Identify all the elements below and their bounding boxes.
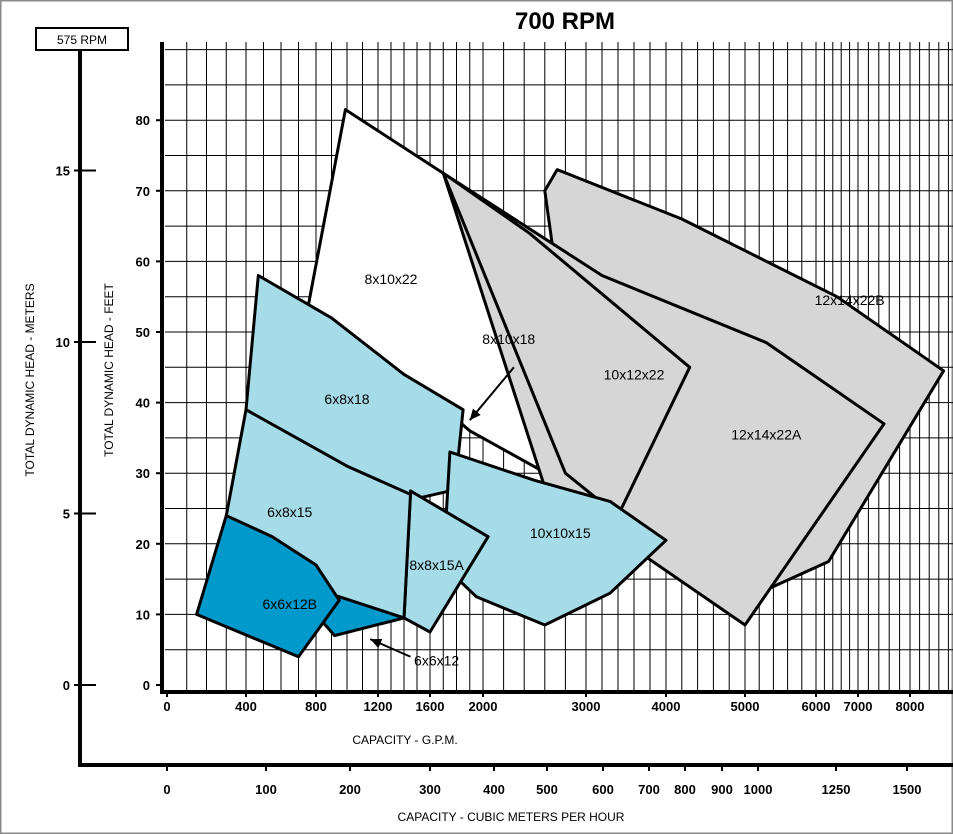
x2-tick-label: 600	[592, 782, 614, 797]
x-tick-label: 5000	[731, 699, 760, 714]
region-10x12x22	[441, 171, 692, 518]
corner-badge-frame	[35, 27, 129, 51]
y-tick-label: 80	[136, 113, 150, 128]
chart-title: 700 RPM	[515, 8, 615, 35]
pointer-line	[468, 366, 515, 421]
y-tick-label: 50	[136, 325, 150, 340]
regions	[195, 108, 946, 659]
x-tick-label: 800	[305, 699, 327, 714]
pointer-arrowhead	[370, 638, 383, 649]
y-tick-label: 40	[136, 396, 150, 411]
y-axis-label: TOTAL DYNAMIC HEAD - FEET	[102, 282, 116, 456]
x-tick-label: 3000	[572, 699, 601, 714]
x2-axis-label: CAPACITY - CUBIC METERS PER HOUR	[398, 810, 625, 824]
pointer-arrowhead	[469, 408, 481, 421]
region-label-12x14x22a: 12x14x22A	[731, 426, 802, 442]
y-tick-label: 20	[136, 537, 150, 552]
y-tick-label: 60	[136, 254, 150, 269]
x2-tick-label: 100	[255, 782, 277, 797]
x-tick-label: 6000	[802, 699, 831, 714]
x-tick-label: 8000	[896, 699, 925, 714]
y2-tick-label: 15	[56, 164, 70, 179]
x-tick-label: 400	[235, 699, 257, 714]
y-tick-label: 10	[136, 607, 150, 622]
x2-tick-label: 500	[536, 782, 558, 797]
region-label-6x6x12b: 6x6x12B	[263, 596, 317, 612]
y-tick-label: 70	[136, 184, 150, 199]
region-label-6x8x18: 6x8x18	[324, 391, 369, 407]
x2-tick-label: 1250	[822, 782, 851, 797]
x2-tick-label: 1000	[744, 782, 773, 797]
x-axis-label: CAPACITY - G.P.M.	[352, 733, 457, 747]
x2-tick-label: 800	[674, 782, 696, 797]
region-label-12x14x22b: 12x14x22B	[815, 292, 885, 308]
x2-tick-label: 1500	[893, 782, 922, 797]
y-tick-label: 30	[136, 466, 150, 481]
x-tick-label: 2000	[469, 699, 498, 714]
corner-label: 575 RPM	[57, 33, 107, 47]
region-label-8x10x22: 8x10x22	[365, 271, 418, 287]
x2-tick-label: 900	[711, 782, 733, 797]
y2-axis-label: TOTAL DYNAMIC HEAD - METERS	[23, 283, 37, 476]
x2-tick-label: 300	[419, 782, 441, 797]
region-label-6x6x12: 6x6x12	[414, 652, 459, 668]
region-label-8x10x18: 8x10x18	[482, 331, 535, 347]
x2-tick-label: 700	[638, 782, 660, 797]
labels: 8x10x22 12x14x22B 8x10x18 10x12x22 12x14x22A…	[263, 271, 885, 668]
y2-tick-label: 10	[56, 335, 70, 350]
region-label-10x10x15: 10x10x15	[530, 525, 591, 541]
x-tick-label: 1200	[364, 699, 393, 714]
region-label-8x8x15a: 8x8x15A	[409, 557, 464, 573]
x-tick-label: 1600	[416, 699, 445, 714]
region-label-10x12x22: 10x12x22	[604, 366, 665, 382]
region-6x6x12b	[195, 514, 341, 659]
x2-tick-label: 0	[163, 782, 170, 797]
x-tick-label: 4000	[652, 699, 681, 714]
y-tick-label: 0	[143, 678, 150, 693]
y2-tick-label: 5	[63, 507, 70, 522]
x2-tick-label: 200	[339, 782, 361, 797]
y2-tick-label: 0	[63, 678, 70, 693]
x2-tick-label: 400	[483, 782, 505, 797]
region-label-6x8x15: 6x8x15	[267, 504, 312, 520]
x-tick-label: 0	[163, 699, 170, 714]
x-tick-label: 7000	[844, 699, 873, 714]
